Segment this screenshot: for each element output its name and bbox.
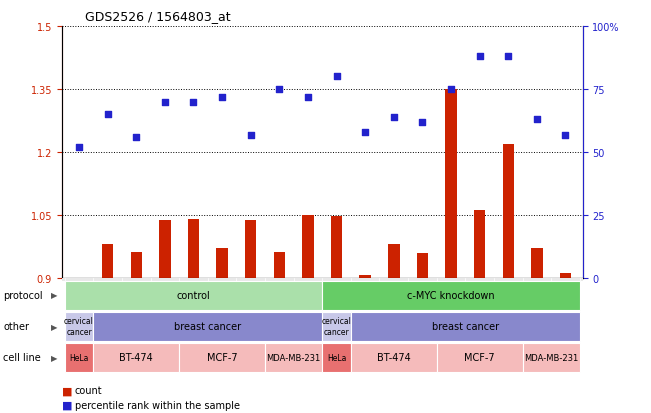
Point — [417, 119, 428, 126]
Bar — [273, 252, 285, 279]
Text: control: control — [176, 290, 210, 300]
Bar — [187, 219, 199, 279]
Bar — [445, 90, 457, 279]
Point — [159, 99, 170, 106]
Bar — [159, 220, 171, 279]
Text: breast cancer: breast cancer — [432, 321, 499, 331]
Bar — [388, 244, 400, 279]
Text: ■: ■ — [62, 385, 72, 395]
Bar — [245, 221, 256, 279]
Point — [503, 54, 514, 60]
Point — [331, 74, 342, 81]
Point — [532, 117, 542, 123]
Text: ▶: ▶ — [51, 322, 57, 331]
Point — [446, 86, 456, 93]
Point — [131, 134, 141, 141]
Point — [360, 129, 370, 136]
Text: percentile rank within the sample: percentile rank within the sample — [75, 400, 240, 410]
Point — [217, 94, 227, 101]
Text: MDA-MB-231: MDA-MB-231 — [266, 353, 321, 362]
Point — [74, 145, 84, 151]
Point — [245, 132, 256, 138]
Bar — [216, 249, 228, 279]
Text: c-MYC knockdown: c-MYC knockdown — [408, 290, 495, 300]
Text: cervical
cancer: cervical cancer — [322, 317, 352, 336]
Text: other: other — [3, 321, 29, 331]
Point — [389, 114, 399, 121]
Text: MDA-MB-231: MDA-MB-231 — [524, 353, 578, 362]
Text: ▶: ▶ — [51, 353, 57, 362]
Bar — [560, 274, 571, 279]
Bar — [417, 254, 428, 279]
Point — [475, 54, 485, 60]
Text: cell line: cell line — [3, 352, 41, 362]
Text: HeLa: HeLa — [327, 353, 346, 362]
Text: BT-474: BT-474 — [377, 352, 411, 362]
Text: GDS2526 / 1564803_at: GDS2526 / 1564803_at — [85, 10, 230, 23]
Text: count: count — [75, 385, 102, 395]
Text: protocol: protocol — [3, 290, 43, 300]
Bar — [474, 210, 486, 279]
Point — [274, 86, 284, 93]
Text: MCF-7: MCF-7 — [464, 352, 495, 362]
Point — [188, 99, 199, 106]
Bar — [359, 275, 371, 279]
Text: BT-474: BT-474 — [119, 352, 153, 362]
Point — [303, 94, 313, 101]
Text: breast cancer: breast cancer — [174, 321, 242, 331]
Text: cervical
cancer: cervical cancer — [64, 317, 94, 336]
Text: ▶: ▶ — [51, 291, 57, 300]
Text: ■: ■ — [62, 400, 72, 410]
Bar — [102, 244, 113, 279]
Point — [102, 112, 113, 118]
Bar — [531, 249, 542, 279]
Bar — [130, 253, 142, 279]
Bar — [302, 216, 314, 279]
Bar — [74, 278, 85, 279]
Text: MCF-7: MCF-7 — [207, 352, 238, 362]
Bar — [503, 145, 514, 279]
Bar — [331, 217, 342, 279]
Text: HeLa: HeLa — [69, 353, 89, 362]
Point — [561, 132, 571, 138]
